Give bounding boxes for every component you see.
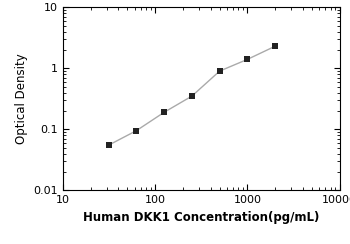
Point <box>189 94 195 98</box>
Point <box>217 69 222 73</box>
Point <box>161 110 167 114</box>
Point <box>245 57 250 61</box>
Point <box>272 44 278 48</box>
Point <box>106 143 111 147</box>
Point <box>134 129 139 133</box>
Y-axis label: Optical Density: Optical Density <box>15 53 28 144</box>
X-axis label: Human DKK1 Concentration(pg/mL): Human DKK1 Concentration(pg/mL) <box>83 211 320 224</box>
